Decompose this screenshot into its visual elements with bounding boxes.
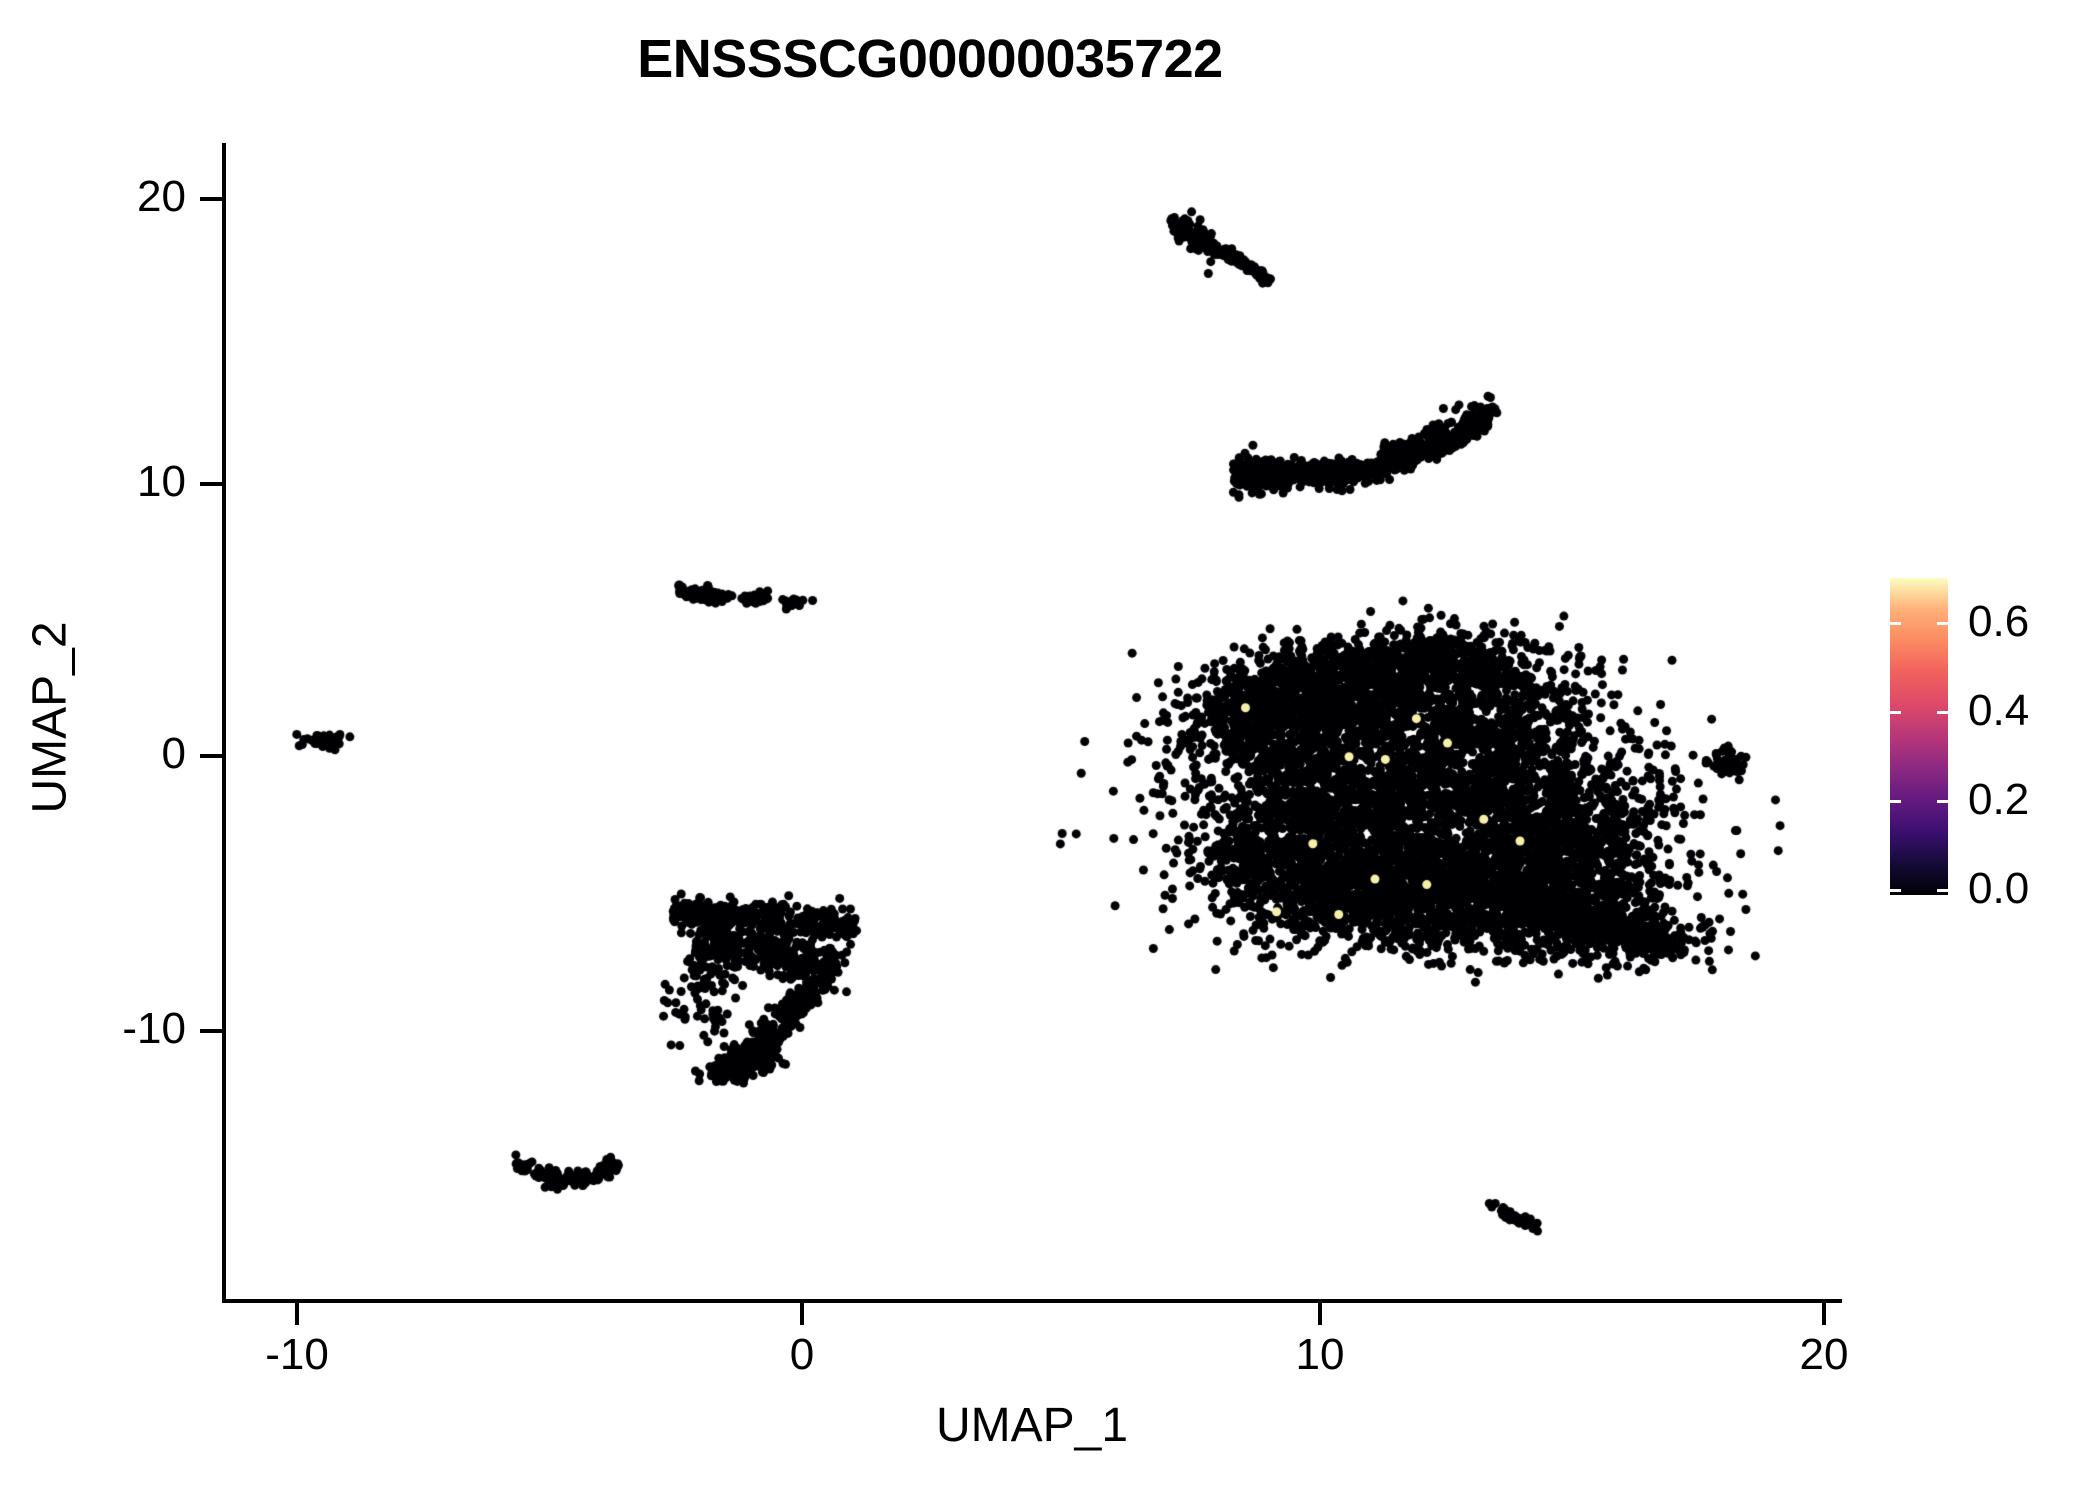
x-tick-label-0: 0 xyxy=(789,1330,815,1379)
x-tick-10 xyxy=(1318,1303,1322,1325)
colorbar-label-0.4: 0.4 xyxy=(1968,686,2030,735)
colorbar-tick-0.4-left xyxy=(1890,711,1901,714)
x-tick-label-neg10: -10 xyxy=(265,1330,329,1379)
colorbar-tick-0.6-right xyxy=(1937,622,1948,625)
colorbar-tick-0.0-left xyxy=(1890,889,1901,892)
y-axis-line xyxy=(222,143,226,1303)
colorbar-gradient xyxy=(1890,578,1948,895)
x-tick-label-20: 20 xyxy=(1799,1330,1849,1379)
x-tick-0 xyxy=(800,1303,804,1325)
x-tick-20 xyxy=(1822,1303,1826,1325)
x-axis-line xyxy=(222,1299,1842,1303)
colorbar-tick-0.2-left xyxy=(1890,800,1901,803)
colorbar-legend: 0.6 0.4 0.2 0.0 xyxy=(1890,578,2090,911)
y-tick-20 xyxy=(200,197,222,201)
colorbar-label-0.6: 0.6 xyxy=(1968,597,2030,646)
x-axis-label: UMAP_1 xyxy=(935,1399,1129,1452)
y-tick-label-10: 10 xyxy=(137,457,186,506)
y-tick-label-neg10: -10 xyxy=(122,1004,186,1053)
y-axis-label: UMAP_2 xyxy=(23,621,77,814)
colorbar-tick-0.2-right xyxy=(1937,800,1948,803)
y-tick-10 xyxy=(200,482,222,486)
y-tick-label-0: 0 xyxy=(161,729,186,778)
page-title: ENSSSCG00000035722 xyxy=(637,29,1223,89)
colorbar-tick-0.6-left xyxy=(1890,622,1901,625)
colorbar-label-0.0: 0.0 xyxy=(1968,864,2030,913)
x-tick-neg10 xyxy=(295,1303,299,1325)
colorbar-label-0.2: 0.2 xyxy=(1968,775,2030,824)
x-tick-label-10: 10 xyxy=(1295,1330,1345,1379)
y-tick-0 xyxy=(200,754,222,758)
colorbar-tick-0.0-right xyxy=(1937,889,1948,892)
y-tick-label-20: 20 xyxy=(137,172,186,221)
y-tick-neg10 xyxy=(200,1029,222,1033)
colorbar-tick-0.4-right xyxy=(1937,711,1948,714)
